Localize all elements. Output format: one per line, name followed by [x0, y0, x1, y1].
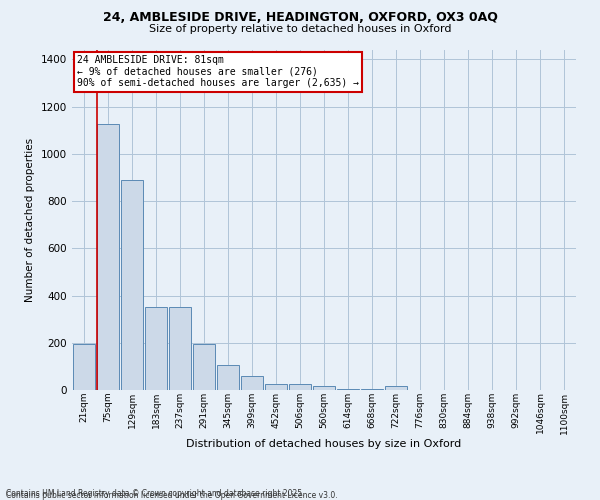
- Text: Size of property relative to detached houses in Oxford: Size of property relative to detached ho…: [149, 24, 451, 34]
- Bar: [241, 376, 263, 390]
- Bar: [385, 386, 407, 390]
- Bar: [313, 386, 335, 390]
- Text: 24 AMBLESIDE DRIVE: 81sqm
← 9% of detached houses are smaller (276)
90% of semi-: 24 AMBLESIDE DRIVE: 81sqm ← 9% of detach…: [77, 55, 359, 88]
- Bar: [121, 180, 143, 390]
- Bar: [265, 384, 287, 390]
- Bar: [217, 365, 239, 390]
- Bar: [193, 344, 215, 390]
- Bar: [145, 308, 167, 390]
- Text: 24, AMBLESIDE DRIVE, HEADINGTON, OXFORD, OX3 0AQ: 24, AMBLESIDE DRIVE, HEADINGTON, OXFORD,…: [103, 11, 497, 24]
- Bar: [289, 384, 311, 390]
- Bar: [169, 308, 191, 390]
- Text: Contains public sector information licensed under the Open Government Licence v3: Contains public sector information licen…: [6, 491, 338, 500]
- Y-axis label: Number of detached properties: Number of detached properties: [25, 138, 35, 302]
- Bar: [337, 389, 359, 390]
- Text: Contains HM Land Registry data © Crown copyright and database right 2025.: Contains HM Land Registry data © Crown c…: [6, 488, 305, 498]
- Bar: [73, 344, 95, 390]
- X-axis label: Distribution of detached houses by size in Oxford: Distribution of detached houses by size …: [187, 439, 461, 449]
- Bar: [361, 389, 383, 390]
- Bar: [97, 124, 119, 390]
